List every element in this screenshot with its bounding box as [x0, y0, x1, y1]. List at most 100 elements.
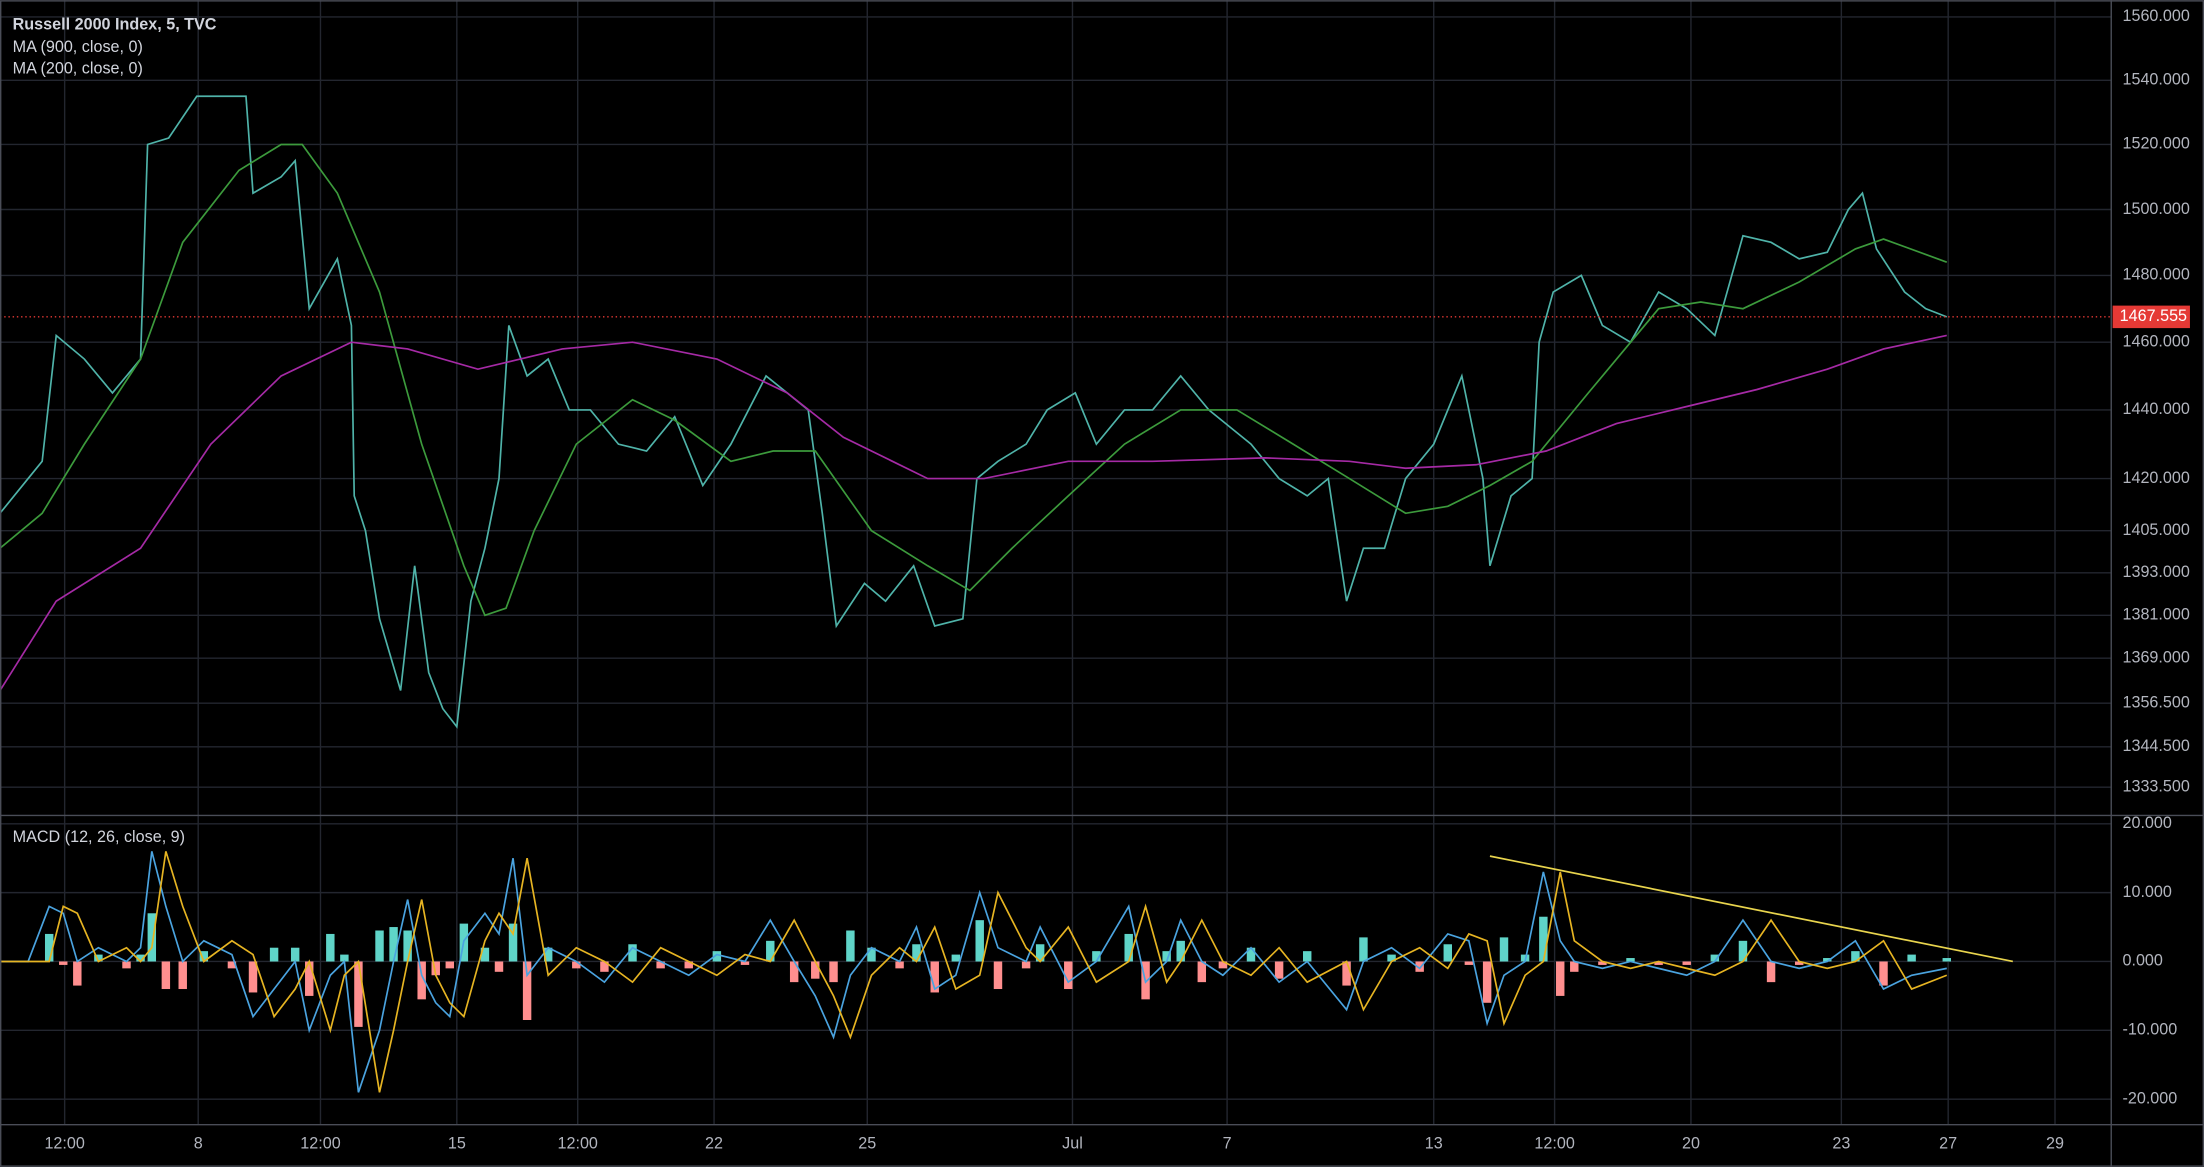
histogram-bar: [811, 961, 820, 979]
histogram-bar: [766, 940, 775, 962]
histogram-bar: [1246, 947, 1256, 962]
histogram-bar: [1499, 937, 1509, 962]
histogram-bar: [178, 961, 187, 990]
histogram-bar: [248, 961, 258, 993]
histogram-bar: [712, 951, 722, 962]
histogram-bar: [326, 933, 335, 962]
y-tick-label: 20.000: [2122, 814, 2171, 832]
y-tick-label: 1440.000: [2122, 400, 2189, 418]
histogram-bar: [829, 961, 838, 983]
x-tick-label: 12:00: [300, 1135, 340, 1153]
histogram-bar: [1197, 961, 1207, 983]
y-tick-label: 1560.000: [2122, 7, 2189, 25]
histogram-bar: [1021, 961, 1031, 969]
histogram-bar: [480, 947, 490, 962]
histogram-bar: [1387, 954, 1396, 962]
histogram-bar: [445, 961, 455, 969]
legend-title: Russell 2000 Index, 5, TVC: [13, 16, 217, 34]
x-tick-label: 25: [858, 1135, 876, 1153]
histogram-bar: [1823, 958, 1832, 962]
histogram-bar: [1539, 916, 1548, 962]
series-line: [0, 851, 1947, 1093]
histogram-bar: [227, 961, 237, 969]
x-tick-label: 12:00: [557, 1135, 597, 1153]
histogram-bar: [1443, 944, 1452, 962]
histogram-bar: [572, 961, 581, 969]
histogram-bar: [494, 961, 504, 972]
y-tick-label: 1333.500: [2122, 777, 2189, 795]
histogram-bar: [895, 961, 904, 969]
histogram-bar: [684, 961, 693, 969]
histogram-bar: [656, 961, 665, 969]
x-tick-label: 13: [1425, 1135, 1443, 1153]
y-tick-label: 1381.000: [2122, 606, 2189, 624]
histogram-bar: [846, 930, 855, 962]
histogram-bar: [161, 961, 171, 990]
series-line: [0, 143, 1948, 617]
histogram-bar: [269, 947, 279, 962]
series-line: [0, 334, 1947, 691]
histogram-bar: [1879, 961, 1888, 986]
y-tick-label: -10.000: [2122, 1021, 2177, 1039]
histogram-bar: [73, 961, 82, 986]
y-tick-label: 1500.000: [2122, 200, 2189, 218]
histogram-bar: [147, 913, 157, 962]
histogram-bar: [1176, 940, 1185, 962]
histogram-bar: [1598, 961, 1607, 965]
histogram-bar: [1218, 961, 1228, 969]
histogram-bar: [1035, 944, 1045, 962]
histogram-bar: [1654, 961, 1663, 965]
trendline: [1489, 855, 2014, 963]
histogram-bar: [789, 961, 799, 983]
histogram-bar: [740, 961, 750, 965]
x-tick-label: Jul: [1062, 1135, 1083, 1153]
x-tick-label: 23: [1832, 1135, 1850, 1153]
histogram-bar: [1415, 961, 1424, 972]
histogram-bar: [340, 954, 349, 962]
x-tick-label: 7: [1223, 1135, 1232, 1153]
labels: Russell 2000 Index, 5, TVC MA (900, clos…: [13, 7, 2190, 1152]
histogram-bar: [1359, 937, 1368, 962]
histogram-bar: [930, 961, 939, 993]
histogram-bar: [94, 954, 103, 962]
histogram-bar: [1766, 961, 1776, 983]
histogram-bar: [290, 947, 300, 962]
y-tick-label: 1520.000: [2122, 135, 2189, 153]
y-tick-label: 1356.500: [2122, 693, 2189, 711]
histogram-bar: [431, 961, 440, 976]
histogram-bar: [508, 923, 518, 962]
histogram-bar: [59, 961, 68, 965]
histogram-bar: [1274, 961, 1284, 979]
histogram-bar: [417, 961, 426, 1000]
legend-entry: MA (900, close, 0): [13, 38, 143, 56]
histogram-bar: [122, 961, 131, 969]
y-tick-label: 1480.000: [2122, 266, 2189, 284]
histogram-bar: [543, 947, 553, 962]
series-line: [0, 851, 1948, 1093]
last-price-label: 1467.555: [2120, 307, 2187, 325]
histogram-bar: [1092, 951, 1101, 962]
histogram-bar: [993, 961, 1003, 990]
histogram-bar: [1303, 951, 1312, 962]
x-tick-label: 15: [448, 1135, 466, 1153]
y-tick-label: 1369.000: [2122, 648, 2189, 666]
histogram-bar: [912, 944, 921, 962]
x-tick-label: 12:00: [44, 1135, 84, 1153]
histogram-bar: [44, 933, 54, 962]
series-line: [0, 95, 1948, 729]
histogram-bar: [1570, 961, 1579, 972]
legend-entry: MA (200, close, 0): [13, 59, 143, 77]
y-tick-label: 0.000: [2122, 952, 2162, 970]
histogram-bar: [1682, 961, 1691, 965]
histogram-bar: [628, 944, 637, 962]
histogram-bar: [403, 930, 412, 962]
histogram-bar: [1162, 951, 1171, 962]
histogram-bar: [951, 954, 961, 962]
histogram-bar: [1556, 961, 1565, 996]
histogram-bar: [1942, 958, 1951, 962]
last-price-badge: [2112, 305, 2190, 329]
